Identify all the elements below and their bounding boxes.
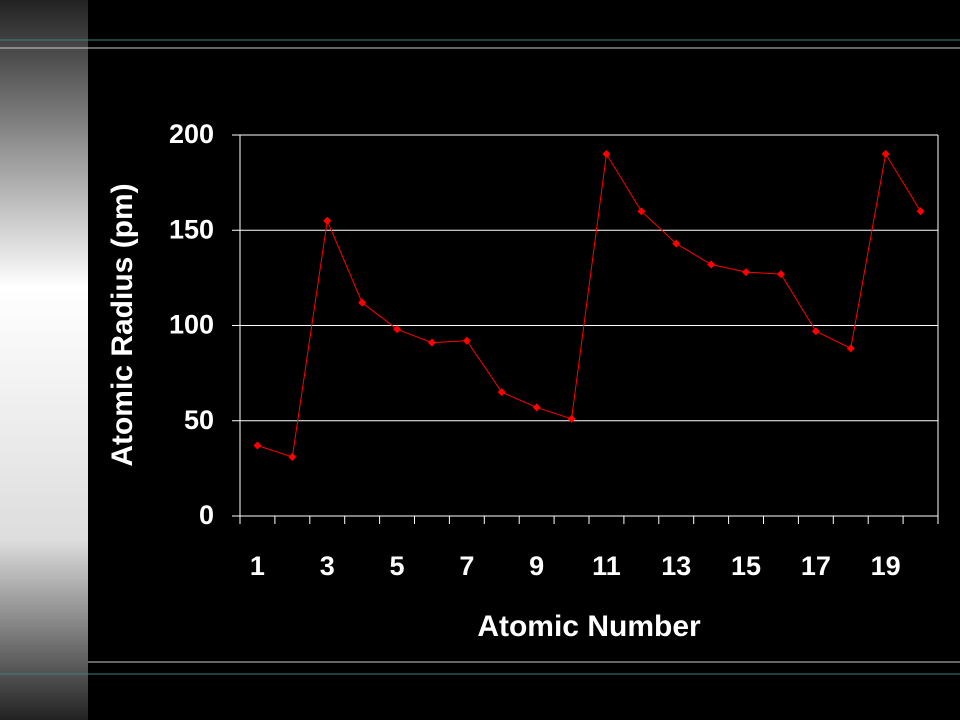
data-point [567, 414, 576, 423]
data-point [462, 336, 471, 345]
data-point [637, 207, 646, 216]
x-tick-label: 7 [459, 551, 474, 581]
data-point [602, 150, 611, 159]
data-point [916, 207, 925, 216]
x-tick-label: 15 [731, 551, 761, 581]
x-tick-label: 17 [801, 551, 831, 581]
data-point [707, 260, 716, 269]
y-tick-label: 200 [169, 119, 214, 149]
x-tick-label: 1 [250, 551, 265, 581]
data-point [881, 150, 890, 159]
y-tick-label: 150 [169, 214, 214, 244]
data-point [672, 239, 681, 248]
x-tick-label: 13 [661, 551, 691, 581]
x-tick-label: 3 [320, 551, 335, 581]
data-point [811, 327, 820, 336]
data-point [323, 216, 332, 225]
data-point [742, 268, 751, 277]
data-line [257, 152, 921, 458]
data-point [532, 403, 541, 412]
x-axis-title: Atomic Number [477, 610, 701, 643]
data-point [497, 388, 506, 397]
y-tick-label: 0 [199, 500, 214, 530]
data-point [776, 270, 785, 279]
side-strip [0, 0, 88, 720]
y-tick-label: 100 [169, 310, 214, 340]
data-point [393, 325, 402, 334]
y-tick-label: 50 [184, 405, 214, 435]
data-point [846, 344, 855, 353]
data-point [253, 441, 262, 450]
x-tick-label: 5 [390, 551, 405, 581]
x-tick-label: 11 [592, 551, 621, 581]
data-point [288, 452, 297, 461]
x-tick-label: 9 [529, 551, 544, 581]
x-tick-label: 19 [871, 551, 901, 581]
y-axis-title: Atomic Radius (pm) [106, 183, 139, 466]
data-point [427, 338, 436, 347]
data-point [358, 298, 367, 307]
